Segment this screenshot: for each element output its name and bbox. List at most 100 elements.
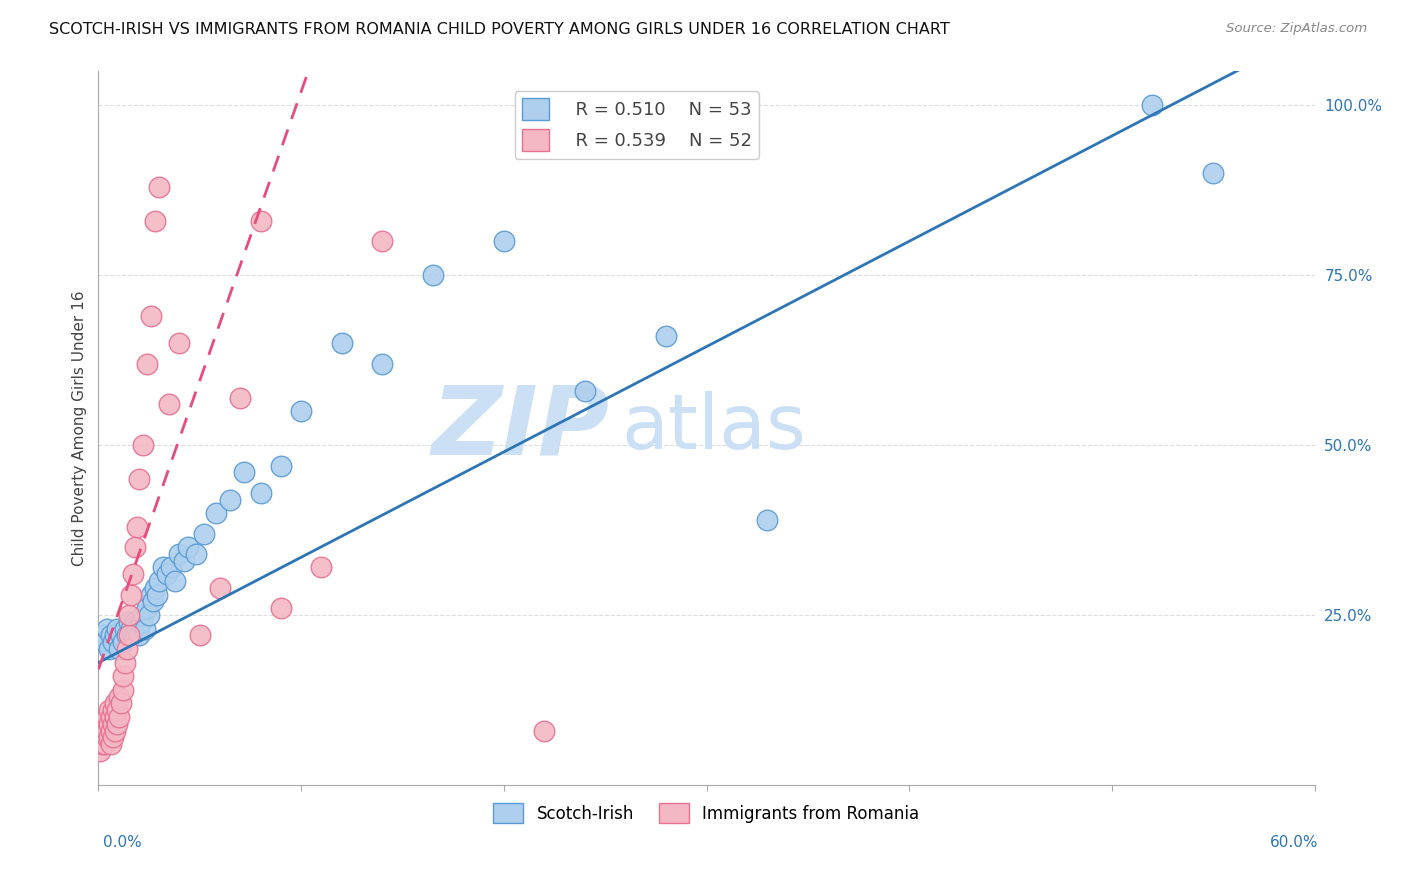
Point bbox=[91, 737, 114, 751]
Point bbox=[756, 513, 779, 527]
Point bbox=[114, 656, 136, 670]
Point bbox=[93, 635, 115, 649]
Point bbox=[101, 716, 124, 731]
Point bbox=[124, 540, 146, 554]
Point bbox=[93, 737, 115, 751]
Point bbox=[311, 560, 333, 574]
Point bbox=[134, 622, 156, 636]
Point bbox=[96, 723, 118, 738]
Point bbox=[492, 234, 515, 248]
Y-axis label: Child Poverty Among Girls Under 16: Child Poverty Among Girls Under 16 bbox=[72, 291, 87, 566]
Point bbox=[148, 574, 170, 588]
Legend: Scotch-Irish, Immigrants from Romania: Scotch-Irish, Immigrants from Romania bbox=[486, 797, 927, 830]
Point bbox=[107, 642, 129, 657]
Point bbox=[160, 560, 183, 574]
Point bbox=[574, 384, 596, 398]
Point bbox=[111, 635, 134, 649]
Point bbox=[100, 628, 122, 642]
Point bbox=[146, 588, 169, 602]
Point bbox=[290, 404, 312, 418]
Point bbox=[97, 703, 120, 717]
Point bbox=[655, 329, 678, 343]
Point bbox=[111, 669, 134, 683]
Point bbox=[209, 581, 232, 595]
Point bbox=[122, 628, 145, 642]
Point bbox=[104, 723, 127, 738]
Point bbox=[97, 731, 120, 745]
Point bbox=[173, 554, 195, 568]
Point bbox=[96, 710, 118, 724]
Point bbox=[136, 357, 159, 371]
Text: 0.0%: 0.0% bbox=[103, 836, 142, 850]
Point bbox=[104, 628, 127, 642]
Point bbox=[120, 622, 142, 636]
Point bbox=[114, 622, 136, 636]
Point bbox=[169, 336, 191, 351]
Point bbox=[101, 635, 124, 649]
Point bbox=[96, 731, 118, 745]
Point bbox=[270, 458, 292, 473]
Point bbox=[124, 615, 146, 629]
Point bbox=[136, 601, 159, 615]
Point bbox=[193, 526, 215, 541]
Point bbox=[176, 540, 198, 554]
Point bbox=[139, 309, 162, 323]
Point bbox=[105, 716, 128, 731]
Point bbox=[132, 438, 155, 452]
Point bbox=[118, 608, 141, 623]
Point bbox=[100, 710, 122, 724]
Point bbox=[157, 397, 180, 411]
Point bbox=[165, 574, 187, 588]
Point bbox=[330, 336, 353, 351]
Point bbox=[205, 506, 228, 520]
Point bbox=[120, 588, 142, 602]
Point bbox=[111, 682, 134, 697]
Point bbox=[139, 588, 162, 602]
Point bbox=[91, 731, 114, 745]
Point bbox=[184, 547, 207, 561]
Point bbox=[229, 391, 252, 405]
Point bbox=[249, 485, 271, 500]
Point bbox=[118, 615, 141, 629]
Text: Source: ZipAtlas.com: Source: ZipAtlas.com bbox=[1226, 22, 1367, 36]
Point bbox=[152, 560, 174, 574]
Point bbox=[89, 744, 111, 758]
Point bbox=[97, 642, 120, 657]
Point bbox=[422, 268, 444, 283]
Point bbox=[249, 214, 271, 228]
Point bbox=[118, 628, 141, 642]
Point bbox=[142, 594, 165, 608]
Text: 60.0%: 60.0% bbox=[1271, 836, 1319, 850]
Point bbox=[110, 628, 132, 642]
Point bbox=[1202, 166, 1225, 180]
Point bbox=[138, 608, 160, 623]
Point bbox=[107, 690, 129, 704]
Point bbox=[105, 703, 128, 717]
Point bbox=[100, 737, 122, 751]
Point bbox=[270, 601, 292, 615]
Point bbox=[233, 466, 256, 480]
Point bbox=[169, 547, 191, 561]
Point bbox=[110, 697, 132, 711]
Text: atlas: atlas bbox=[621, 392, 806, 465]
Point bbox=[104, 710, 127, 724]
Point bbox=[219, 492, 242, 507]
Point bbox=[93, 716, 115, 731]
Point bbox=[533, 723, 555, 738]
Point bbox=[128, 472, 150, 486]
Point bbox=[115, 628, 138, 642]
Point bbox=[104, 697, 127, 711]
Point bbox=[101, 703, 124, 717]
Point bbox=[371, 357, 394, 371]
Point bbox=[115, 642, 138, 657]
Point bbox=[143, 214, 166, 228]
Point bbox=[148, 180, 170, 194]
Text: ZIP: ZIP bbox=[432, 382, 609, 475]
Point bbox=[125, 519, 148, 533]
Point bbox=[156, 567, 179, 582]
Point bbox=[122, 567, 145, 582]
Point bbox=[1142, 98, 1164, 112]
Point bbox=[97, 716, 120, 731]
Point bbox=[188, 628, 211, 642]
Point bbox=[371, 234, 394, 248]
